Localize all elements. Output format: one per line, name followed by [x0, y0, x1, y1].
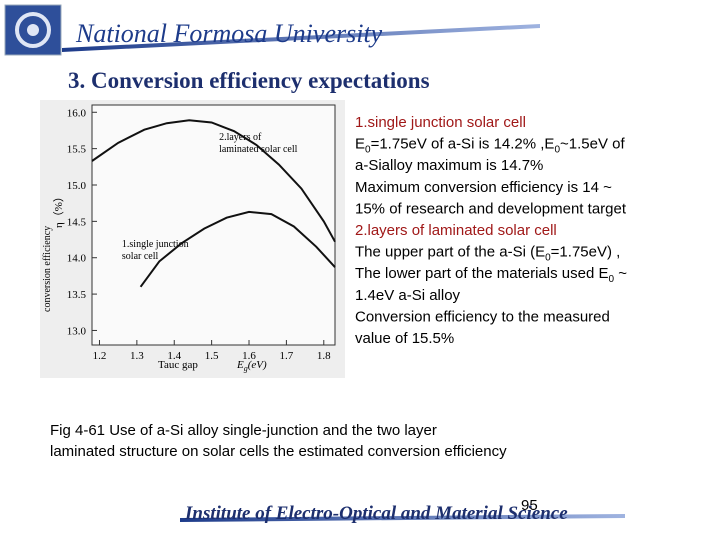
x-tick-label: 1.7 — [280, 350, 294, 362]
curve — [139, 210, 336, 288]
x-tick-label: 1.3 — [130, 350, 144, 362]
header-rule — [62, 24, 540, 52]
x-tick-label: 1.8 — [317, 350, 331, 362]
x-tick-label: 1.4 — [167, 350, 181, 362]
y-tick-label: 13.0 — [67, 325, 87, 337]
body-line: 2.layers of laminated solar cell — [355, 222, 557, 239]
text-run: =1.75eV of a-Si is 14.2% ,E — [371, 136, 555, 153]
header-title: National Formosa University — [75, 19, 383, 48]
x-tick-label: 1.5 — [205, 350, 219, 362]
y-axis-symbol: η（%） — [52, 191, 65, 228]
text-run: a-Sialloy maximum is 14.7% — [355, 157, 543, 174]
body-line: 1.single junction solar cell — [355, 114, 526, 131]
body-line: The upper part of the a-Si (E0=1.75eV) , — [355, 244, 620, 264]
annotation: solar cell — [122, 251, 159, 262]
subscript: 0 — [365, 145, 371, 156]
x-tick-label: 1.6 — [242, 350, 256, 362]
x-tick-label: 1.2 — [93, 350, 107, 362]
figure: 13.0 13.5 14.0 14.5 15.0 15.5 16.0 1.2 1.3 1.4 1.5… — [42, 104, 336, 373]
text-run: ~1.5eV of — [560, 136, 625, 153]
body-line: value of 15.5% — [355, 330, 454, 347]
caption-line: Fig 4-61 Use of a-Si alloy single-juncti… — [50, 422, 437, 439]
curve — [91, 119, 336, 243]
y-tick-label: 15.0 — [67, 180, 87, 192]
text-run: Maximum conversion efficiency is 14 ~ — [355, 179, 612, 196]
body-line: E0=1.75eV of a-Si is 14.2% ,E0~1.5eV of — [355, 136, 625, 156]
x-axis-symbol-part: g — [244, 364, 248, 373]
y-axis-label: conversion efficiency — [42, 226, 53, 312]
footer-institute: Institute of Electro-Optical and Materia… — [184, 503, 568, 524]
text-run: 15% of research and development target — [355, 200, 627, 217]
body-line: The lower part of the materials used E0 … — [355, 265, 627, 285]
subscript: 0 — [545, 253, 551, 264]
subscript: 0 — [554, 145, 560, 156]
annotation: 2.layers of — [219, 132, 262, 143]
text-run: E — [355, 136, 365, 153]
logo-ring — [15, 12, 51, 48]
text-run: Conversion efficiency to the measured — [355, 308, 610, 325]
page-number: 95 — [521, 497, 538, 514]
text-run: ~ — [614, 265, 627, 282]
y-tick-label: 14.5 — [67, 216, 87, 228]
y-tick-label: 14.0 — [67, 253, 87, 265]
body-line: Maximum conversion efficiency is 14 ~ — [355, 179, 612, 196]
text-run: =1.75eV) , — [551, 244, 621, 261]
logo — [4, 4, 62, 56]
subscript: 0 — [608, 274, 614, 285]
text-run: 2.layers of laminated solar cell — [355, 222, 557, 239]
body-line: a-Sialloy maximum is 14.7% — [355, 157, 543, 174]
text-run: 1.single junction solar cell — [355, 114, 526, 131]
text-run: The lower part of the materials used E — [355, 265, 608, 282]
text-run: value of 15.5% — [355, 330, 454, 347]
y-tick-label: 16.0 — [67, 107, 87, 119]
annotation: laminated solar cell — [219, 144, 298, 155]
y-tick-label: 15.5 — [67, 144, 87, 156]
body-line: 1.4eV a-Si alloy — [355, 287, 461, 304]
x-axis-symbol-part: E — [236, 359, 244, 371]
text-run: The upper part of the a-Si (E — [355, 244, 545, 261]
caption-line: laminated structure on solar cells the e… — [50, 443, 507, 460]
y-tick-label: 13.5 — [67, 289, 87, 301]
body-line: 15% of research and development target — [355, 200, 627, 217]
x-axis-label: Tauc gap — [158, 359, 198, 371]
slide-title: 3. Conversion efficiency expectations — [68, 68, 430, 93]
x-axis-symbol-part: (eV) — [248, 359, 267, 371]
x-axis-symbol: Eg(eV) — [236, 359, 267, 373]
text-run: 1.4eV a-Si alloy — [355, 287, 461, 304]
logo-dot — [27, 24, 39, 36]
body-line: Conversion efficiency to the measured — [355, 308, 610, 325]
footer-rule — [180, 514, 625, 522]
annotation: 1.single junction — [122, 239, 189, 250]
